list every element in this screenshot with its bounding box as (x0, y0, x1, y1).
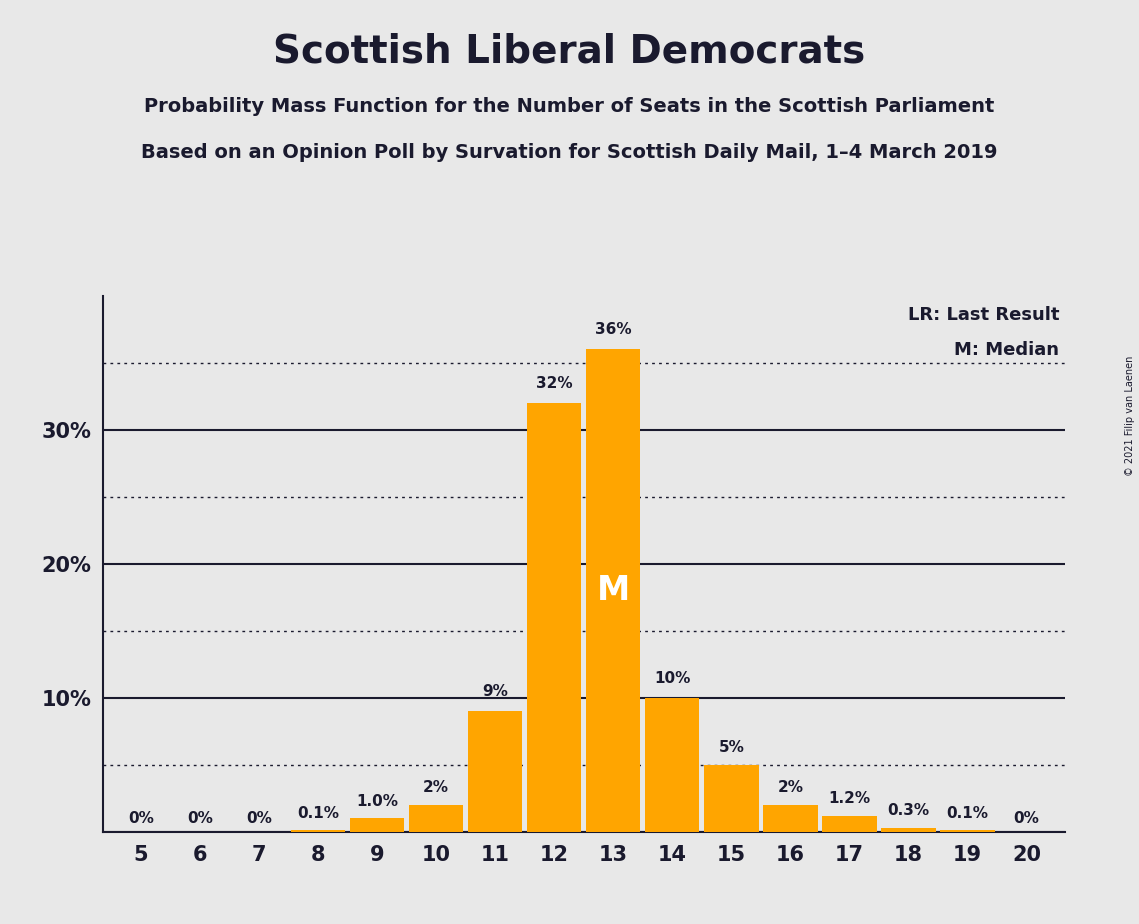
Text: 1.0%: 1.0% (357, 794, 398, 808)
Text: 9%: 9% (482, 684, 508, 699)
Text: 32%: 32% (536, 376, 573, 391)
Text: Probability Mass Function for the Number of Seats in the Scottish Parliament: Probability Mass Function for the Number… (145, 97, 994, 116)
Bar (882, 828, 935, 832)
Bar (645, 698, 699, 832)
Bar (409, 805, 464, 832)
Text: 5%: 5% (719, 740, 744, 755)
Text: 0.3%: 0.3% (887, 803, 929, 819)
Text: 0%: 0% (128, 811, 154, 826)
Text: 2%: 2% (778, 781, 803, 796)
Text: 10%: 10% (654, 671, 690, 686)
Text: 1.2%: 1.2% (828, 791, 870, 806)
Bar (527, 403, 581, 832)
Text: 0%: 0% (187, 811, 213, 826)
Text: Scottish Liberal Democrats: Scottish Liberal Democrats (273, 32, 866, 70)
Text: 0.1%: 0.1% (297, 806, 339, 821)
Text: 0.1%: 0.1% (947, 806, 989, 821)
Text: Based on an Opinion Poll by Survation for Scottish Daily Mail, 1–4 March 2019: Based on an Opinion Poll by Survation fo… (141, 143, 998, 163)
Text: M: Median: M: Median (954, 341, 1059, 359)
Text: 36%: 36% (595, 322, 631, 337)
Bar (763, 805, 818, 832)
Bar (704, 765, 759, 832)
Bar (587, 349, 640, 832)
Text: 0%: 0% (1014, 811, 1040, 826)
Text: M: M (597, 574, 630, 607)
Text: 0%: 0% (246, 811, 272, 826)
Bar (290, 831, 345, 832)
Bar (468, 711, 523, 832)
Bar (350, 819, 404, 832)
Text: © 2021 Filip van Laenen: © 2021 Filip van Laenen (1125, 356, 1134, 476)
Text: 2%: 2% (423, 781, 449, 796)
Bar (822, 816, 877, 832)
Text: LR: Last Result: LR: Last Result (908, 307, 1059, 324)
Bar (941, 831, 994, 832)
